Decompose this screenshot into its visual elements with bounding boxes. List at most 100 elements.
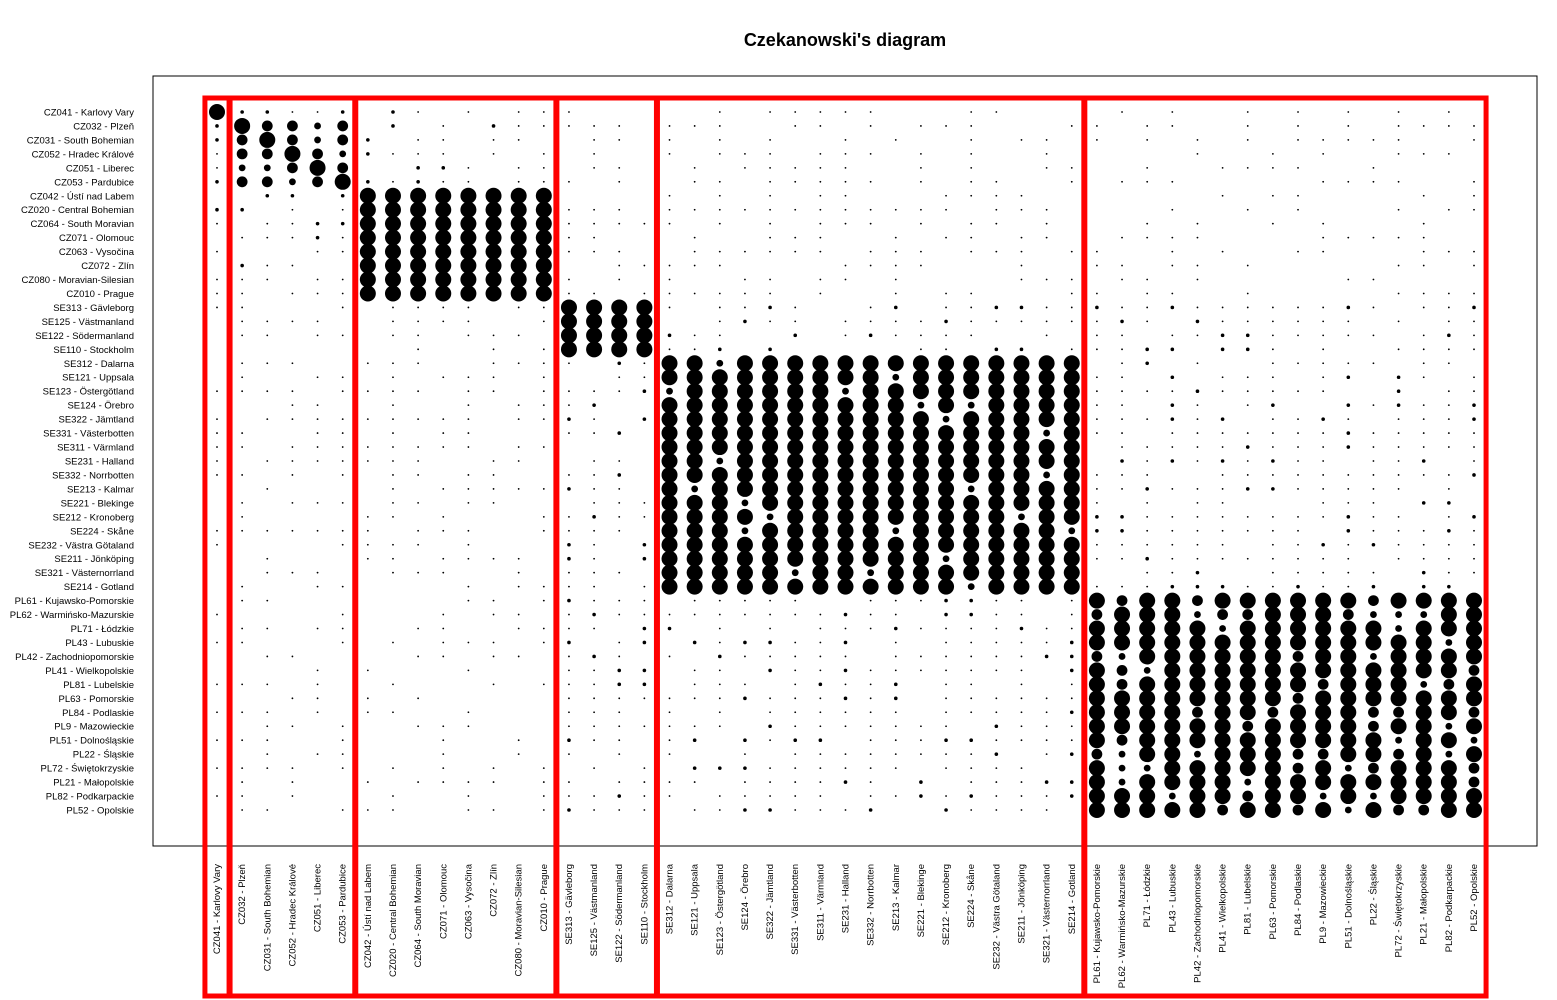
- dot-1-18: [668, 125, 671, 127]
- dot-11-11: [485, 257, 502, 274]
- dot-39-34: [1069, 654, 1074, 659]
- dot-43-7: [392, 711, 394, 714]
- dot-44-49: [1445, 722, 1453, 730]
- dot-31-15: [593, 543, 595, 546]
- dot-12-14: [568, 278, 570, 281]
- dot-18-37: [1145, 361, 1149, 366]
- dot-43-14: [568, 711, 570, 714]
- dot-27-15: [593, 488, 595, 490]
- dot-0-8: [417, 111, 420, 113]
- dot-49-15: [593, 795, 595, 797]
- dot-29-21: [736, 508, 753, 525]
- dot-36-23: [794, 613, 797, 616]
- dot-42-32: [1020, 697, 1023, 700]
- dot-30-36: [1120, 529, 1124, 533]
- dot-16-16: [611, 327, 628, 344]
- dot-40-41: [1239, 662, 1256, 679]
- dot-2-2: [259, 131, 276, 148]
- dot-21-35: [1096, 404, 1098, 407]
- dot-24-38: [1171, 446, 1174, 448]
- dot-7-25: [844, 208, 847, 211]
- dot-20-6: [366, 390, 369, 393]
- dot-49-0: [216, 795, 218, 797]
- dot-29-6: [366, 515, 369, 518]
- dot-32-12: [517, 557, 520, 560]
- dot-46-47: [1393, 748, 1404, 760]
- dot-37-36: [1114, 620, 1131, 637]
- dot-31-14: [567, 542, 571, 547]
- dot-25-31: [988, 453, 1005, 469]
- dot-21-32: [1013, 397, 1030, 414]
- dot-6-43: [1297, 194, 1299, 197]
- dot-11-19: [693, 264, 696, 267]
- row-label-21: SE124 - Örebro: [67, 401, 134, 412]
- dot-6-24: [819, 194, 822, 197]
- row-label-39: PL42 - Zachodniopomorskie: [15, 652, 134, 663]
- dot-7-10: [460, 201, 477, 218]
- dot-40-31: [995, 669, 998, 672]
- dot-39-22: [769, 655, 771, 658]
- dot-14-40: [1221, 306, 1224, 309]
- dot-49-14: [568, 795, 570, 797]
- dot-6-40: [1221, 194, 1224, 197]
- dot-30-39: [1196, 529, 1199, 532]
- dot-9-48: [1422, 236, 1425, 239]
- dot-37-31: [995, 627, 998, 630]
- dot-19-44: [1322, 376, 1325, 379]
- dot-31-18: [661, 536, 678, 553]
- dot-41-24: [818, 682, 823, 687]
- dot-38-0: [216, 641, 218, 644]
- dot-4-16: [618, 166, 621, 169]
- dot-44-32: [1020, 725, 1023, 728]
- dot-2-33: [1045, 139, 1048, 141]
- dot-49-22: [769, 795, 771, 797]
- dot-40-22: [768, 668, 772, 673]
- dot-44-19: [693, 725, 696, 728]
- dot-24-41: [1245, 445, 1250, 449]
- dot-41-45: [1340, 676, 1357, 693]
- dot-48-30: [970, 781, 973, 783]
- dot-16-4: [316, 334, 319, 337]
- dot-22-39: [1196, 418, 1199, 421]
- dot-37-22: [769, 627, 771, 630]
- column-label-18: SE312 - Dalarna: [665, 863, 676, 934]
- dot-26-42: [1271, 474, 1274, 476]
- dot-34-18: [661, 578, 678, 595]
- dot-25-15: [593, 460, 595, 462]
- dot-23-9: [442, 432, 445, 434]
- dot-36-21: [744, 613, 746, 616]
- dot-45-28: [920, 739, 922, 742]
- dot-43-27: [894, 711, 897, 714]
- dot-3-11: [492, 152, 495, 155]
- dot-46-27: [894, 753, 897, 756]
- dot-32-31: [988, 550, 1005, 567]
- dot-8-16: [618, 222, 621, 225]
- dot-8-20: [718, 222, 721, 225]
- dot-13-19: [693, 292, 696, 295]
- column-label-20: SE123 - Östergötland: [715, 864, 726, 955]
- dot-46-26: [869, 753, 872, 756]
- dot-17-44: [1322, 348, 1325, 351]
- dot-18-16: [617, 361, 622, 366]
- dot-34-36: [1121, 585, 1123, 588]
- dot-39-39: [1189, 648, 1206, 665]
- dot-29-1: [241, 515, 244, 518]
- dot-40-16: [617, 668, 622, 673]
- dot-16-10: [467, 334, 470, 337]
- dot-10-20: [718, 250, 721, 253]
- dot-42-3: [291, 697, 294, 700]
- dot-20-27: [887, 383, 904, 400]
- dot-21-10: [467, 404, 470, 407]
- dot-2-30: [970, 139, 973, 141]
- dot-42-22: [769, 697, 771, 700]
- dot-29-32: [1018, 513, 1025, 521]
- dot-34-49: [1447, 584, 1451, 589]
- dot-29-31: [988, 508, 1005, 525]
- dot-3-2: [261, 148, 273, 160]
- dot-42-36: [1114, 690, 1131, 707]
- dot-31-48: [1422, 543, 1425, 546]
- dot-1-43: [1297, 125, 1299, 127]
- dot-34-10: [467, 585, 470, 588]
- dot-47-27: [894, 767, 897, 770]
- column-label-16: SE122 - Södermanland: [614, 864, 625, 963]
